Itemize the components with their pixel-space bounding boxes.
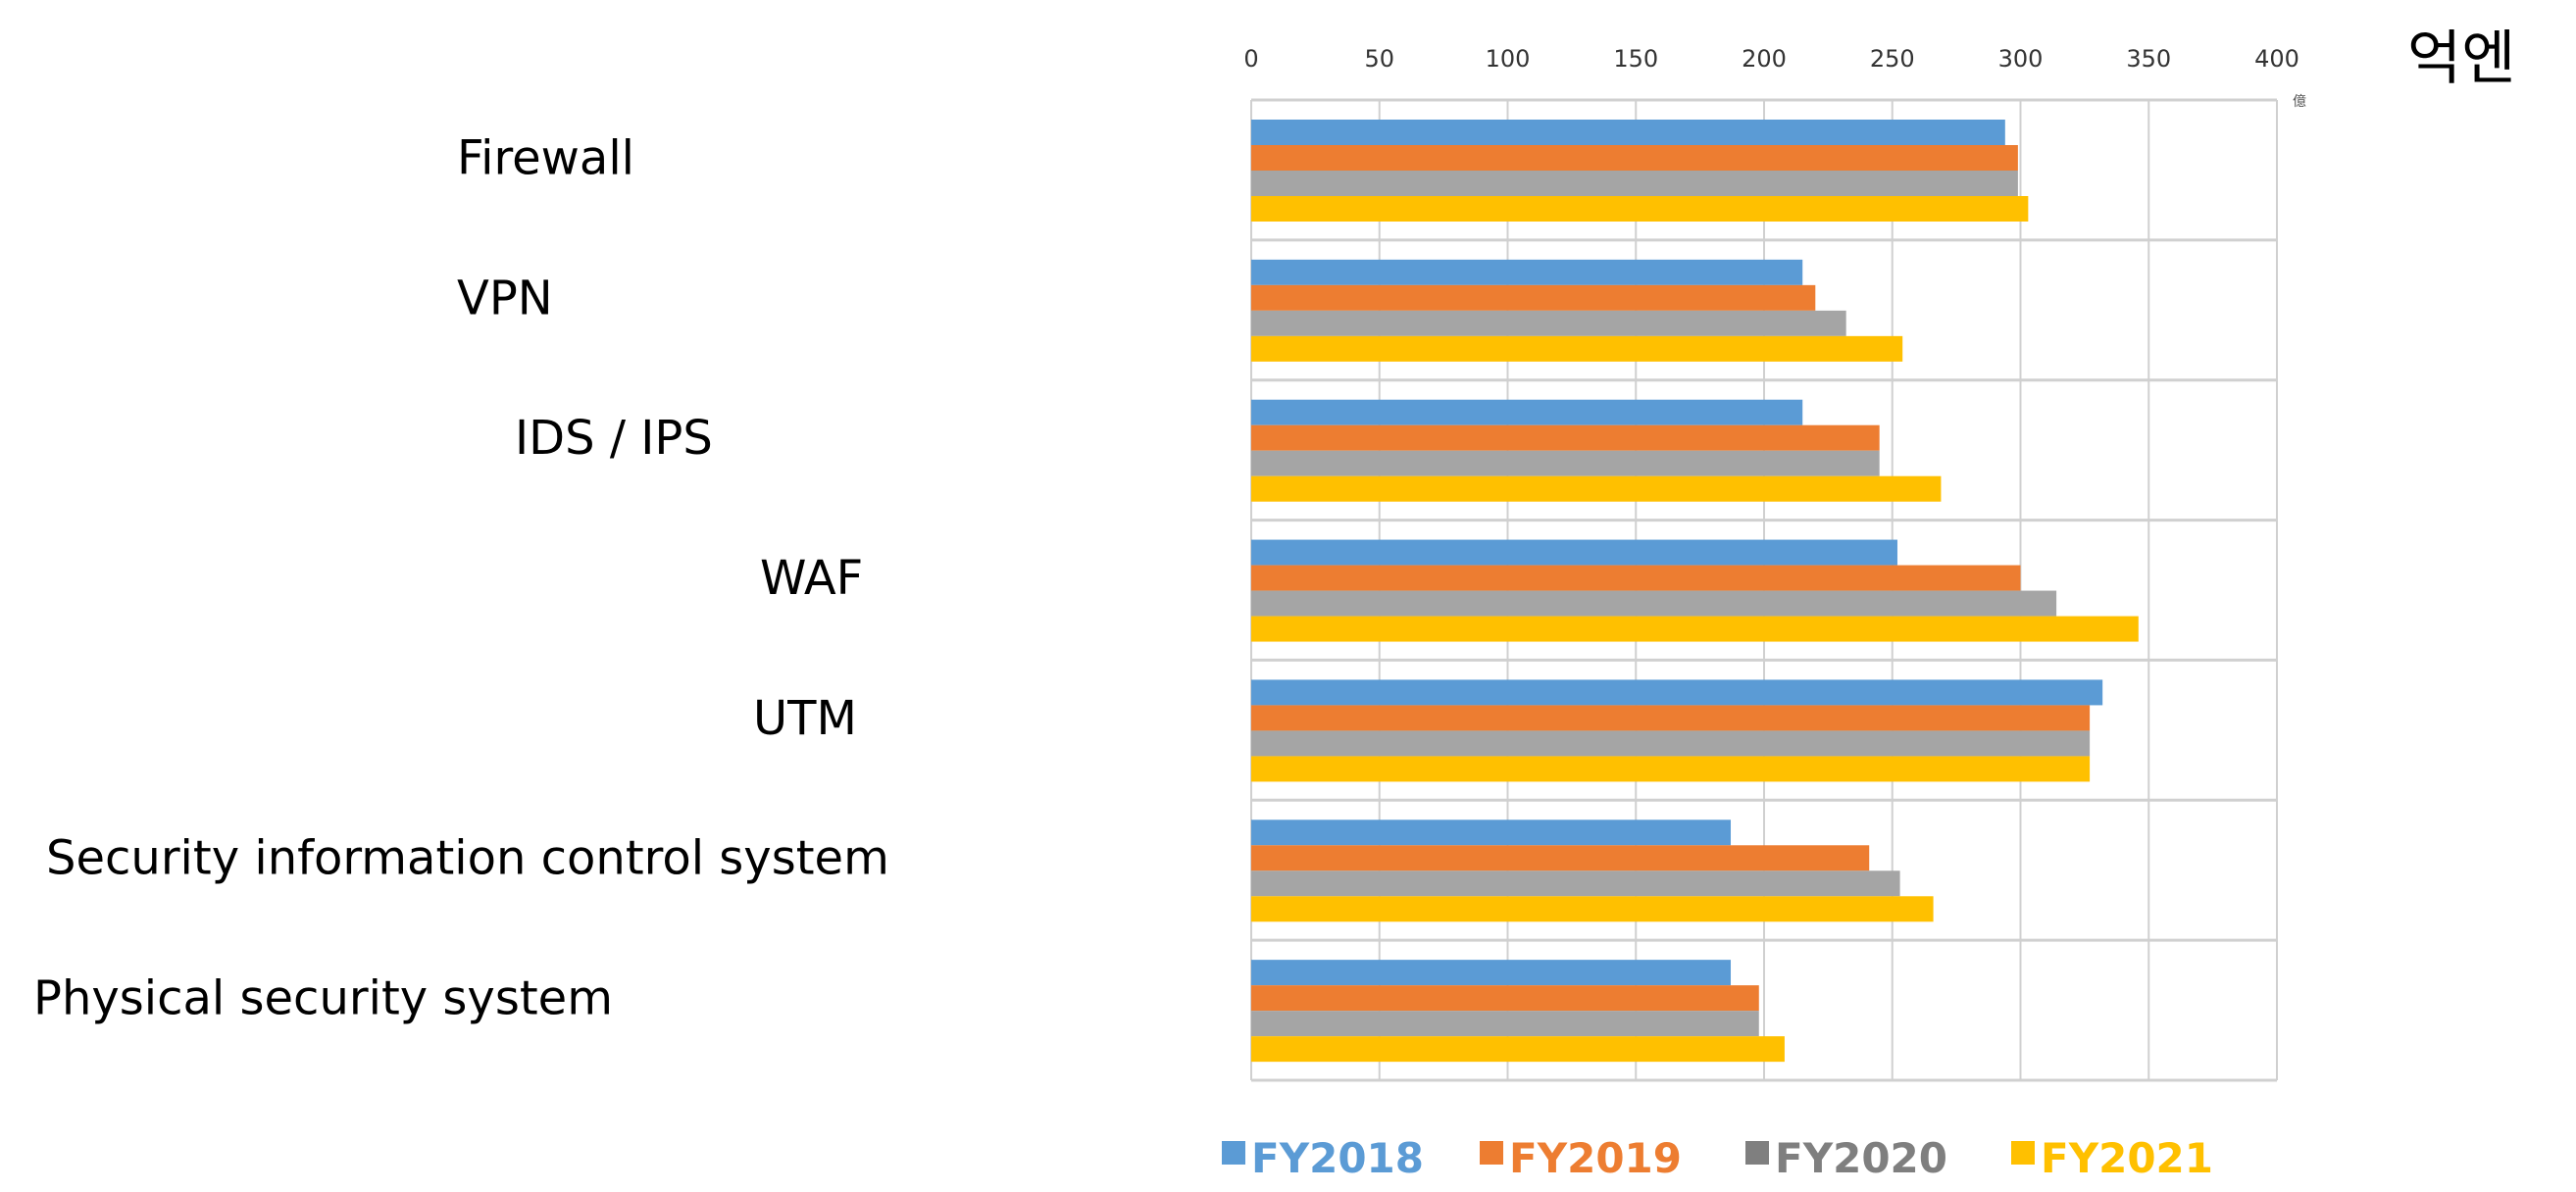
category-label: UTM: [753, 691, 857, 746]
bar-fy2020: [1251, 1011, 1759, 1037]
legend: FY2018 FY2019 FY2020 FY2021: [1222, 1134, 2213, 1182]
legend-label: FY2020: [1775, 1134, 1947, 1182]
bar-fy2018: [1251, 399, 1803, 425]
bar-fy2020: [1251, 171, 2018, 196]
legend-label: FY2019: [1509, 1134, 1682, 1182]
bar-fy2018: [1251, 259, 1803, 285]
tick-label: 100: [1486, 45, 1531, 73]
bar-fy2019: [1251, 284, 1816, 311]
bar-fy2020: [1251, 590, 2057, 617]
bar-fy2020: [1251, 730, 2091, 757]
bar-fy2020: [1251, 450, 1880, 476]
category-label: VPN: [457, 271, 553, 325]
tick-label: 50: [1364, 45, 1394, 73]
category-labels: Firewall VPN IDS / IPS WAF UTM Security infor…: [33, 130, 889, 1025]
bar-fy2021: [1251, 475, 1942, 502]
tick-label: 250: [1870, 45, 1915, 73]
category-label: Firewall: [457, 130, 634, 185]
bars: [1251, 120, 2139, 1063]
legend-swatch: [2011, 1141, 2035, 1165]
bar-fy2020: [1251, 310, 1846, 336]
bar-fy2021: [1251, 756, 2091, 782]
bar-fy2019: [1251, 145, 2018, 171]
bar-fy2021: [1251, 896, 1934, 922]
bar-fy2018: [1251, 960, 1732, 986]
bar-fy2019: [1251, 845, 1870, 871]
bar-fy2020: [1251, 870, 1900, 897]
bar-fy2019: [1251, 705, 2091, 731]
bar-fy2021: [1251, 196, 2029, 222]
tick-label: 300: [1998, 45, 2044, 73]
tick-label: 400: [2254, 45, 2299, 73]
legend-swatch: [1480, 1141, 1503, 1165]
category-label: WAF: [760, 551, 863, 606]
legend-label: FY2018: [1251, 1134, 1424, 1182]
tick-label: 200: [1742, 45, 1787, 73]
category-label: Security information control system: [46, 831, 889, 886]
axis-unit-small: 億: [2293, 94, 2306, 110]
tick-label: 0: [1243, 45, 1258, 73]
bar-fy2018: [1251, 679, 2103, 706]
bar-fy2021: [1251, 335, 1903, 362]
unit-label: 억엔: [2407, 25, 2515, 93]
tick-label: 150: [1613, 45, 1658, 73]
bar-fy2018: [1251, 120, 2005, 145]
bar-fy2019: [1251, 565, 2021, 591]
tick-label: 350: [2126, 45, 2171, 73]
bar-fy2019: [1251, 424, 1880, 451]
bar-fy2018: [1251, 820, 1732, 846]
bar-fy2021: [1251, 616, 2139, 642]
legend-label: FY2021: [2041, 1134, 2213, 1182]
bar-fy2021: [1251, 1036, 1785, 1063]
bar-fy2018: [1251, 539, 1897, 566]
legend-swatch: [1222, 1141, 1245, 1165]
legend-swatch: [1745, 1141, 1769, 1165]
bar-fy2019: [1251, 985, 1759, 1012]
category-label: IDS / IPS: [515, 411, 713, 466]
category-label: Physical security system: [33, 971, 613, 1026]
x-axis-ticks: 0 50 100 150 200 250 300 350 400: [1243, 45, 2299, 73]
